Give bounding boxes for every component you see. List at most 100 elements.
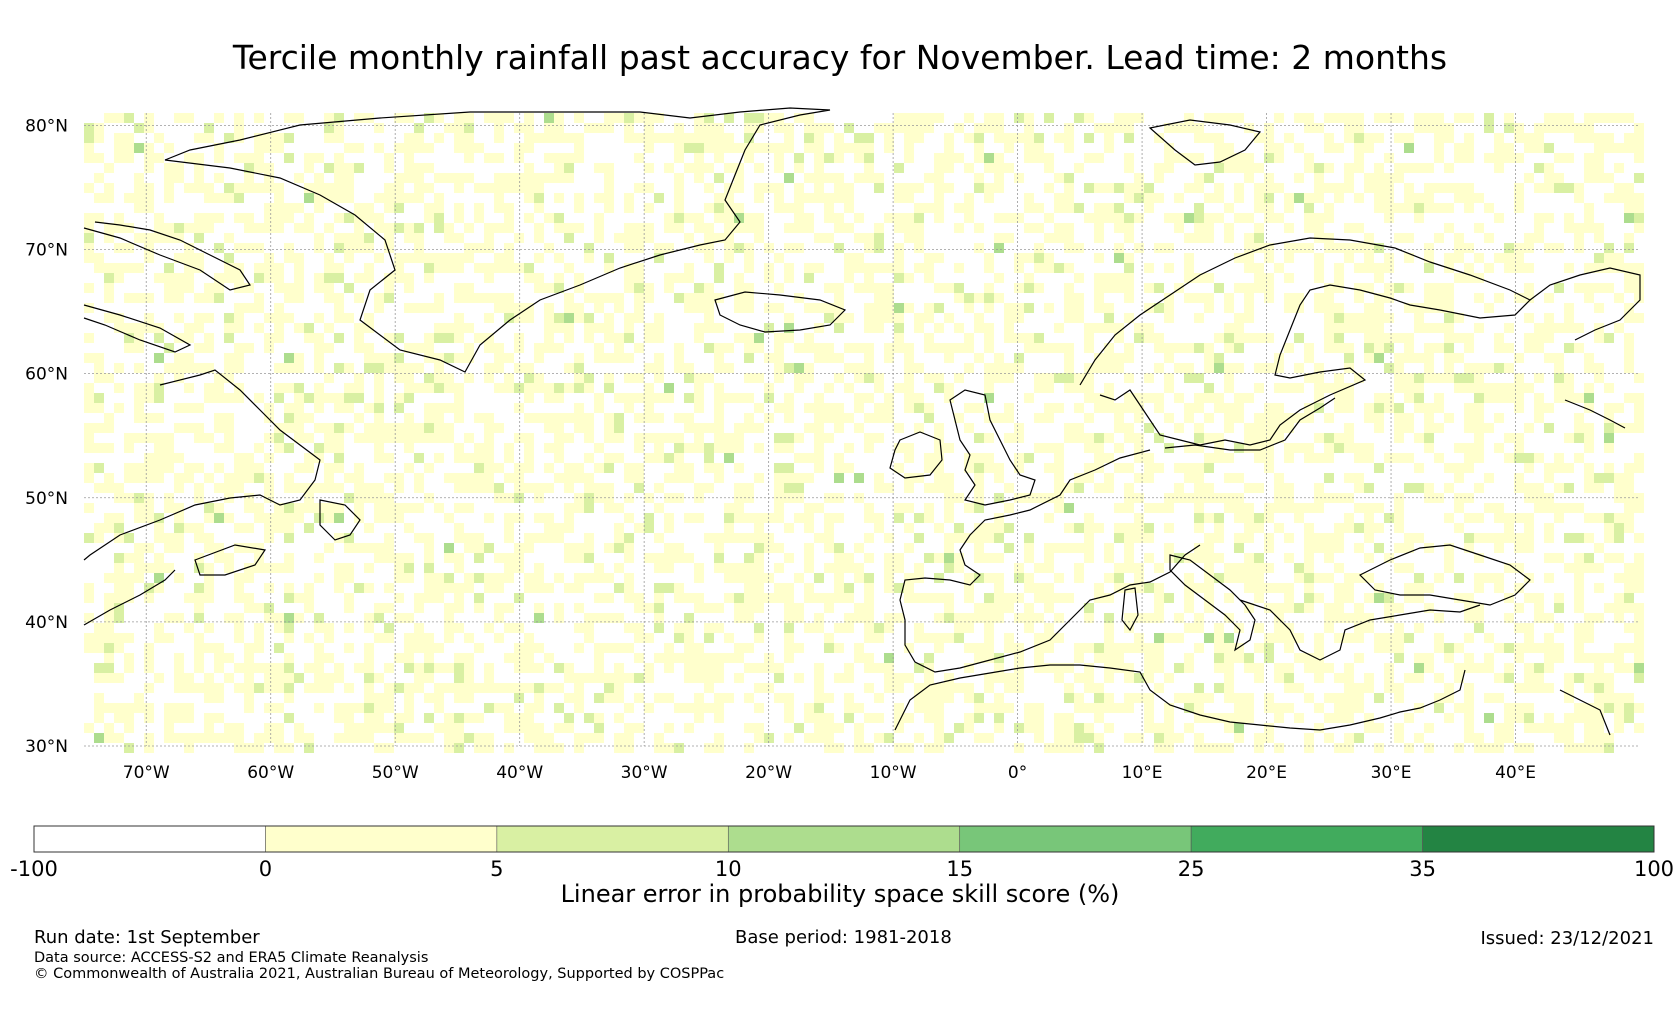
grid-cell: [954, 613, 964, 623]
grid-cell: [684, 653, 694, 663]
grid-cell: [1154, 283, 1164, 293]
coast-baffin: [83, 221, 251, 291]
grid-cell: [864, 153, 874, 163]
grid-cell: [814, 463, 824, 473]
grid-cell: [1554, 373, 1564, 383]
grid-cell: [94, 173, 104, 183]
grid-cell: [934, 153, 944, 163]
grid-cell: [1214, 553, 1224, 563]
grid-cell: [1204, 113, 1214, 123]
grid-cell: [1104, 213, 1114, 223]
grid-cell: [774, 513, 784, 523]
grid-cell: [734, 163, 744, 173]
grid-cell: [1214, 113, 1224, 123]
grid-cell: [354, 333, 364, 343]
grid-cell: [364, 343, 374, 353]
grid-cell: [854, 143, 864, 153]
grid-cell: [284, 583, 294, 593]
grid-cell: [1624, 503, 1634, 513]
grid-cell: [644, 403, 654, 413]
grid-cell: [934, 303, 944, 313]
grid-cell: [1354, 613, 1364, 623]
grid-cell: [844, 143, 854, 153]
grid-cell: [734, 603, 744, 613]
grid-cell: [784, 443, 794, 453]
grid-cell: [594, 233, 604, 243]
grid-cell: [1544, 663, 1554, 673]
grid-cell: [1214, 493, 1224, 503]
grid-cell: [164, 443, 174, 453]
grid-cell: [434, 323, 444, 333]
grid-cell: [1224, 563, 1234, 573]
grid-cell: [364, 403, 374, 413]
grid-cell: [914, 183, 924, 193]
grid-cell: [234, 453, 244, 463]
grid-cell: [344, 233, 354, 243]
grid-cell: [554, 153, 564, 163]
grid-cell: [904, 223, 914, 233]
grid-cell: [404, 443, 414, 453]
grid-cell: [1324, 343, 1334, 353]
grid-cell: [1474, 613, 1484, 623]
grid-cell: [434, 173, 444, 183]
grid-cell: [814, 703, 824, 713]
grid-cell: [1264, 333, 1274, 343]
grid-cell: [1034, 253, 1044, 263]
grid-cell: [944, 613, 954, 623]
grid-cell: [1004, 133, 1014, 143]
grid-cell: [904, 713, 914, 723]
grid-cell: [1544, 333, 1554, 343]
grid-cell: [584, 253, 594, 263]
grid-cell: [1284, 643, 1294, 653]
grid-cell: [794, 433, 804, 443]
grid-cell: [204, 563, 214, 573]
grid-cell: [1024, 343, 1034, 353]
grid-cell: [1324, 693, 1334, 703]
grid-cell: [1164, 503, 1174, 513]
grid-cell: [1014, 113, 1024, 123]
grid-cell: [974, 123, 984, 133]
grid-cell: [784, 603, 794, 613]
grid-cell: [1534, 233, 1544, 243]
grid-cell: [974, 533, 984, 543]
grid-cell: [584, 623, 594, 633]
grid-cell: [504, 573, 514, 583]
grid-cell: [1394, 723, 1404, 733]
grid-cell: [264, 133, 274, 143]
grid-cell: [84, 433, 94, 443]
grid-cell: [924, 463, 934, 473]
grid-cell: [1584, 283, 1594, 293]
grid-cell: [954, 223, 964, 233]
grid-cell: [994, 703, 1004, 713]
grid-cell: [214, 653, 224, 663]
grid-cell: [484, 473, 494, 483]
grid-cell: [1264, 563, 1274, 573]
grid-cell: [1484, 113, 1494, 123]
grid-cell: [1074, 673, 1084, 683]
grid-cell: [904, 143, 914, 153]
grid-cell: [464, 323, 474, 333]
grid-cell: [264, 433, 274, 443]
grid-cell: [1514, 563, 1524, 573]
grid-cell: [1594, 713, 1604, 723]
grid-cell: [1624, 473, 1634, 483]
grid-cell: [284, 423, 294, 433]
grid-cell: [284, 253, 294, 263]
grid-cell: [1114, 653, 1124, 663]
grid-cell: [454, 283, 464, 293]
grid-cell: [714, 603, 724, 613]
grid-cell: [384, 453, 394, 463]
grid-cell: [704, 143, 714, 153]
grid-cell: [744, 213, 754, 223]
grid-cell: [1124, 213, 1134, 223]
grid-cell: [1354, 143, 1364, 153]
grid-cell: [464, 653, 474, 663]
grid-cell: [754, 683, 764, 693]
grid-cell: [1224, 723, 1234, 733]
grid-cell: [1544, 323, 1554, 333]
grid-cell: [194, 663, 204, 673]
grid-cell: [344, 183, 354, 193]
grid-cell: [1214, 153, 1224, 163]
grid-cell: [514, 343, 524, 353]
grid-cell: [744, 333, 754, 343]
